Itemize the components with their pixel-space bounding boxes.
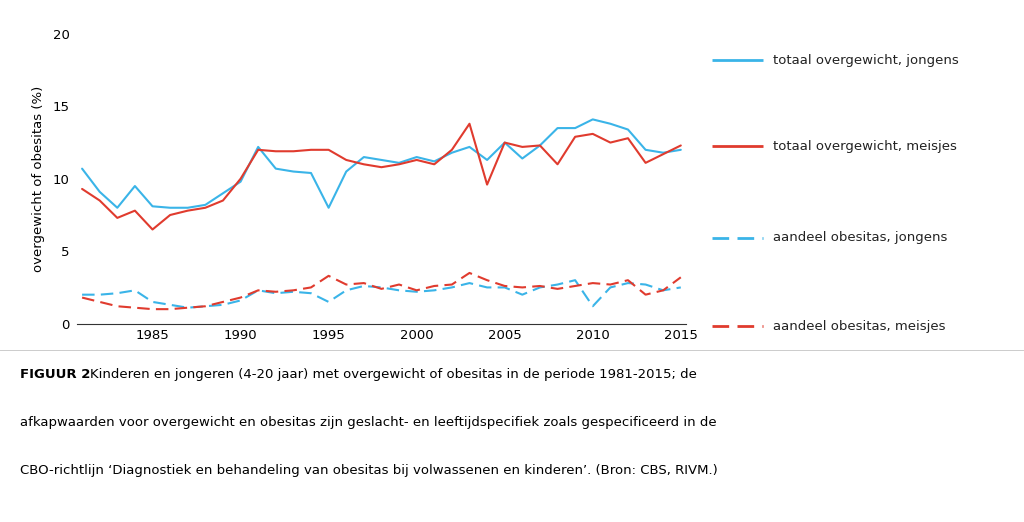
Text: Kinderen en jongeren (4-20 jaar) met overgewicht of obesitas in de periode 1981-: Kinderen en jongeren (4-20 jaar) met ove… [90,368,697,381]
Text: aandeel obesitas, meisjes: aandeel obesitas, meisjes [773,320,945,333]
Text: FIGUUR 2: FIGUUR 2 [20,368,91,381]
Text: totaal overgewicht, jongens: totaal overgewicht, jongens [773,54,958,66]
Text: totaal overgewicht, meisjes: totaal overgewicht, meisjes [773,140,957,152]
Text: aandeel obesitas, jongens: aandeel obesitas, jongens [773,231,947,244]
Y-axis label: overgewicht of obesitas (%): overgewicht of obesitas (%) [32,86,44,272]
Text: afkapwaarden voor overgewicht en obesitas zijn geslacht- en leeftijdspecifiek zo: afkapwaarden voor overgewicht en obesita… [20,416,717,429]
Text: CBO-richtlijn ‘Diagnostiek en behandeling van obesitas bij volwassenen en kinder: CBO-richtlijn ‘Diagnostiek en behandelin… [20,464,718,477]
